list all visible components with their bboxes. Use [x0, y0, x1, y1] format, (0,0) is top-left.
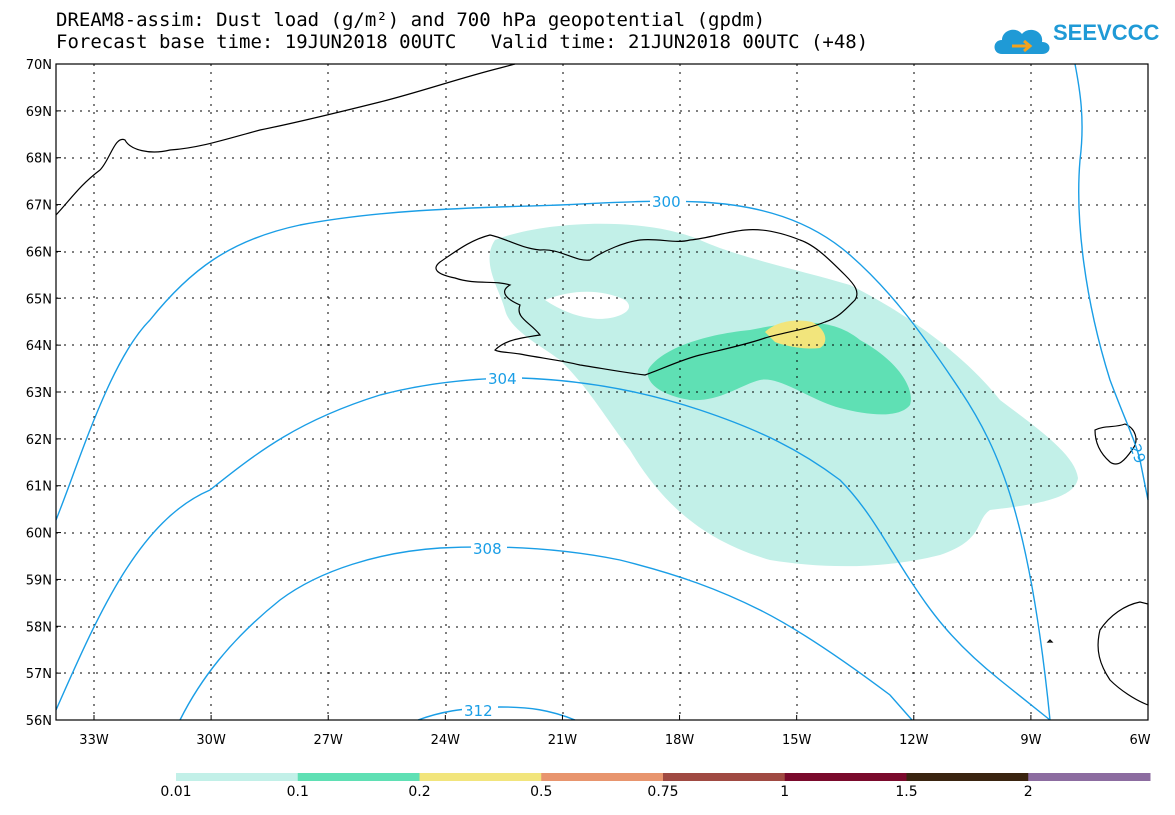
contour-312 — [417, 706, 576, 721]
colorbar-label: 0.75 — [647, 784, 679, 800]
contour-300 — [55, 200, 1051, 721]
lon-label-24W: 24W — [431, 733, 461, 748]
map-title: DREAM8-assim: Dust load (g/m²) and 700 h… — [56, 9, 766, 31]
colorbar-label: 1.5 — [895, 784, 918, 800]
colorbar-swatch — [419, 773, 542, 781]
lat-label-69N: 69N — [26, 105, 52, 120]
rockall — [1046, 639, 1054, 643]
colorbar-swatch — [176, 773, 299, 781]
colorbar-label: 1 — [780, 784, 790, 800]
lat-label-60N: 60N — [26, 527, 52, 542]
lon-label-9W: 9W — [1020, 733, 1041, 748]
lon-label-27W: 27W — [314, 733, 344, 748]
colorbar-swatch — [906, 773, 1029, 781]
plume-gap — [545, 291, 630, 319]
dust-plume-high — [765, 320, 826, 349]
contour-label-312: 312 — [464, 702, 493, 720]
faroe-coast — [1094, 423, 1137, 465]
iceland-coast — [435, 229, 858, 376]
colorbar-swatch — [1028, 773, 1151, 781]
forecast-base-time: Forecast base time: 19JUN2018 00UTC — [56, 31, 457, 53]
colorbar-swatch — [784, 773, 907, 781]
longitude-labels: 33W 30W 27W 24W 21W 18W 15W 12W 9W 6W — [79, 733, 1150, 748]
dust-plume-mid — [647, 322, 911, 415]
lat-label-68N: 68N — [26, 152, 52, 167]
colorbar-swatch — [541, 773, 664, 781]
lat-label-63N: 63N — [26, 386, 52, 401]
dust-plume-light — [489, 223, 1079, 567]
lat-label-62N: 62N — [26, 433, 52, 448]
lat-label-64N: 64N — [26, 339, 52, 354]
colorbar-label: 0.01 — [160, 784, 192, 800]
lon-label-18W: 18W — [665, 733, 695, 748]
colorbar-label: 0.2 — [408, 784, 431, 800]
colorbar-label: 0.1 — [286, 784, 309, 800]
lat-label-61N: 61N — [26, 480, 52, 495]
contour-label-300: 300 — [652, 193, 681, 211]
cloud-arrow-icon — [994, 29, 1050, 54]
lon-label-6W: 6W — [1129, 733, 1150, 748]
lat-label-65N: 65N — [26, 292, 52, 307]
map-subtitle: Forecast base time: 19JUN2018 00UTC Vali… — [56, 32, 868, 52]
lat-label-56N: 56N — [26, 714, 52, 729]
greenland-coast — [55, 63, 516, 216]
lat-label-67N: 67N — [26, 199, 52, 214]
contour-label-304: 304 — [488, 370, 517, 388]
colorbar-label: 2 — [1023, 784, 1033, 800]
contour-308 — [179, 546, 913, 721]
colorbar-swatch — [297, 773, 420, 781]
lon-label-12W: 12W — [899, 733, 929, 748]
geopotential-contours — [55, 63, 1149, 721]
lon-label-21W: 21W — [548, 733, 578, 748]
grid-lines — [56, 64, 1148, 720]
lon-label-33W: 33W — [79, 733, 109, 748]
lat-label-66N: 66N — [26, 245, 52, 260]
colorbar-swatch — [663, 773, 786, 781]
lat-label-57N: 57N — [26, 667, 52, 682]
coastlines — [55, 63, 1149, 706]
lat-label-58N: 58N — [26, 620, 52, 635]
latitude-labels: 70N 69N 68N 67N 66N 65N 64N 63N 62N 61N 60N 59N 58N 5… — [26, 58, 52, 729]
colorbar — [176, 773, 1151, 781]
colorbar-label: 0.5 — [530, 784, 553, 800]
axis-ticks — [56, 63, 1149, 721]
scotland-coast — [1097, 601, 1149, 706]
contour-296 — [1074, 63, 1149, 501]
contour-label-308: 308 — [473, 540, 502, 558]
contour-304 — [55, 377, 1051, 721]
logo-text: SEEVCCC — [1053, 20, 1160, 45]
lat-label-59N: 59N — [26, 573, 52, 588]
lon-label-30W: 30W — [196, 733, 226, 748]
lon-label-15W: 15W — [782, 733, 812, 748]
contour-label-29: 29 — [1126, 442, 1149, 466]
lat-label-70N: 70N — [26, 58, 52, 73]
valid-time: Valid time: 21JUN2018 00UTC (+48) — [490, 31, 869, 53]
